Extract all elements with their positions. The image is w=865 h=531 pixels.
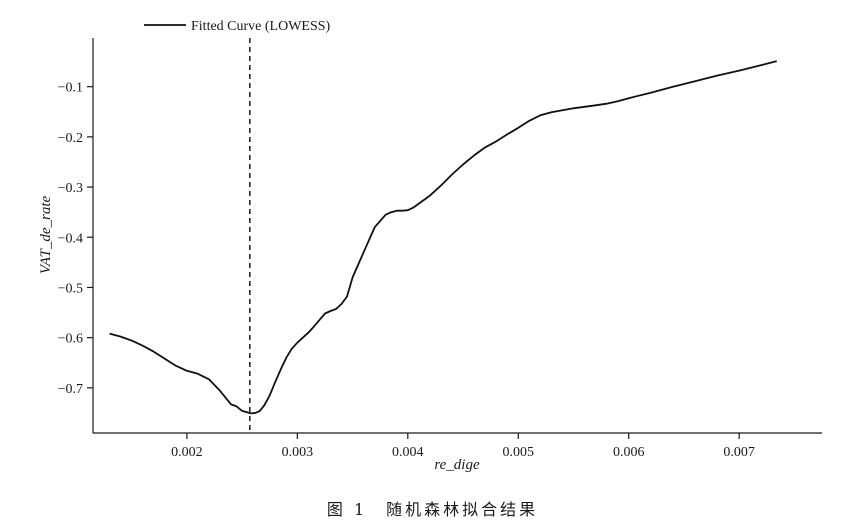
y-tick-label: −0.5	[58, 281, 83, 296]
legend: Fitted Curve (LOWESS)	[144, 19, 331, 34]
y-ticks: −0.1 −0.2 −0.3 −0.4 −0.5 −0.6 −0.7	[58, 81, 93, 397]
x-tick-label: 0.002	[171, 445, 203, 460]
y-tick-label: −0.6	[58, 332, 83, 347]
chart: 0.002 0.003 0.004 0.005 0.006 0.007 −0.1−0.2−…	[38, 19, 822, 473]
figure-caption: 图 1 随机森林拟合结果	[326, 500, 539, 519]
y-tick-label: −0.4	[58, 231, 83, 246]
y-tick-label: −0.2	[58, 131, 83, 146]
series-line-fitted-curve	[109, 60, 777, 415]
plot-area: 0.002 0.003 0.004 0.005 0.006 0.007 −0.1−0.2−…	[58, 38, 822, 460]
x-tick-label: 0.003	[282, 445, 314, 460]
y-tick-label: −0.1	[58, 81, 83, 96]
x-ticks: 0.002 0.003 0.004 0.005 0.006 0.007	[171, 433, 755, 460]
x-tick-label: 0.004	[392, 445, 424, 460]
y-tick-label: −0.7	[58, 382, 83, 397]
x-axis-label: re_dige	[434, 457, 480, 473]
y-tick-label: −0.3	[58, 181, 83, 196]
x-tick-label: 0.007	[723, 445, 755, 460]
legend-label: Fitted Curve (LOWESS)	[191, 19, 331, 34]
x-tick-label: 0.005	[503, 445, 535, 460]
y-axis-label: VAT_de_rate	[38, 196, 54, 275]
x-tick-label: 0.006	[613, 445, 645, 460]
